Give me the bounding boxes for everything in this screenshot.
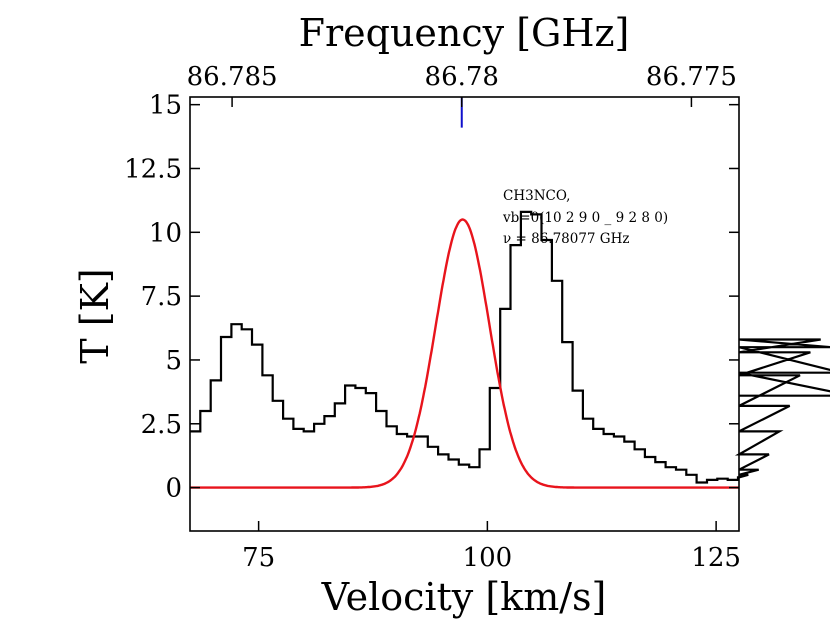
y-axis-title: T [K] <box>73 268 117 363</box>
top-axis-title: Frequency [GHz] <box>299 11 630 55</box>
top-tick-label: 86.78 <box>425 62 499 92</box>
x-tick-label: 100 <box>463 543 513 573</box>
x-tick-label: 75 <box>242 543 275 573</box>
y-tick-label: 7.5 <box>141 282 182 312</box>
annotation-transition: vb=0(10 2 9 0 _ 9 2 8 0) <box>502 210 668 226</box>
observed-spectrum-line <box>190 210 830 484</box>
annotation-frequency: ν = 86.78077 GHz <box>503 231 629 247</box>
gaussian-fit-line <box>190 218 739 489</box>
top-tick-label: 86.775 <box>646 62 737 92</box>
top-tick-label: 86.785 <box>187 62 278 92</box>
y-tick-label: 15 <box>149 91 182 121</box>
y-tick-label: 12.5 <box>124 154 182 184</box>
series-layer <box>190 97 830 489</box>
labels-layer: Frequency [GHz] Velocity [km/s] T [K] CH… <box>73 11 741 619</box>
annotation-species: CH3NCO, <box>503 188 570 204</box>
y-tick-label: 5 <box>165 346 182 376</box>
y-tick-label: 0 <box>165 474 182 504</box>
x-axis-title: Velocity [km/s] <box>321 575 607 619</box>
x-tick-label: 125 <box>691 543 741 573</box>
ticks-layer <box>190 97 739 531</box>
y-tick-label: 2.5 <box>141 410 182 440</box>
plot-frame <box>189 96 740 532</box>
y-tick-label: 10 <box>149 218 182 248</box>
